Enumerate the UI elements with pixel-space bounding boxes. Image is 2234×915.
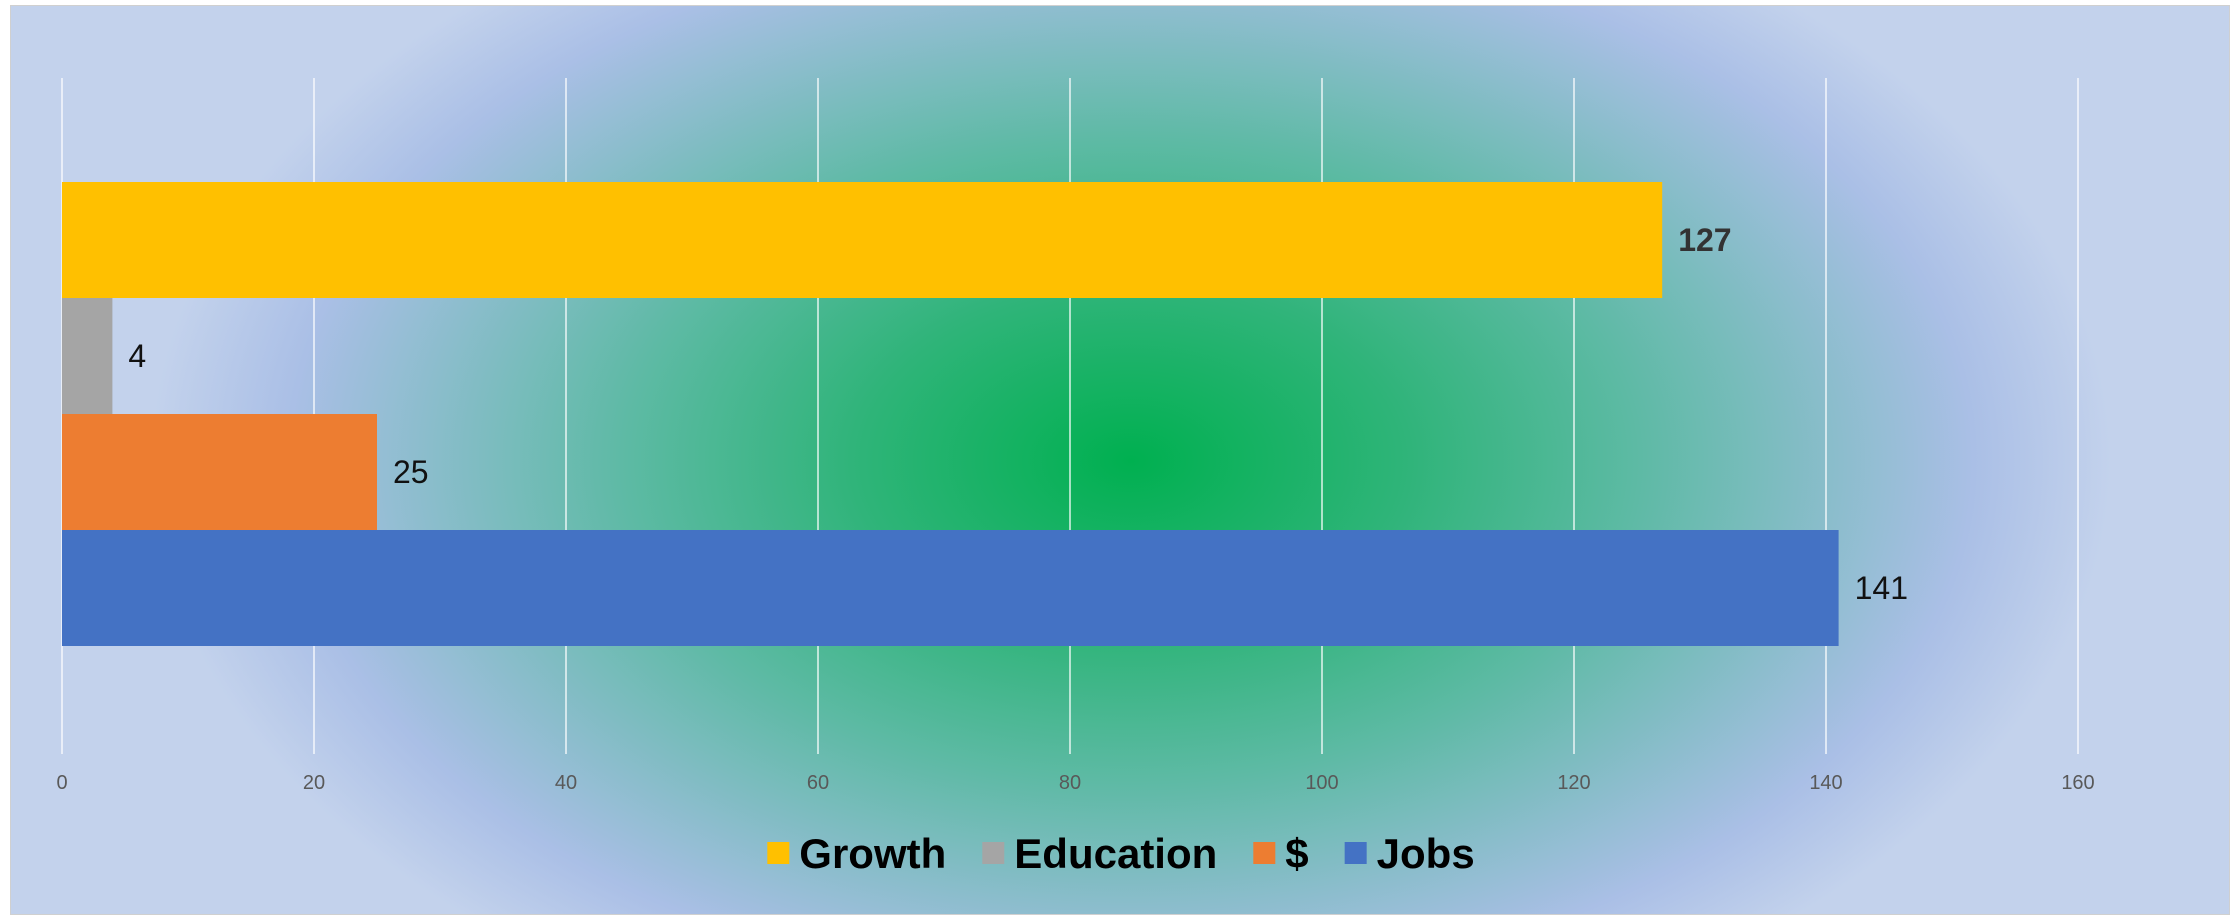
bar-chart: 127 4 25 141 0 20 40 60 80 100 120 140 160 Growth Ed…: [56, 78, 2095, 877]
data-label-jobs: 141: [1855, 570, 1908, 606]
bar-dollar: [62, 414, 377, 530]
legend-label-growth: Growth: [799, 830, 946, 877]
legend-label-dollar: $: [1285, 830, 1308, 877]
data-label-dollar: 25: [393, 454, 429, 490]
bars: [62, 182, 1839, 646]
bar-jobs: [62, 530, 1839, 646]
x-tick-label: 160: [2061, 772, 2094, 794]
legend: Growth Education $ Jobs: [767, 830, 1475, 877]
x-tick-label: 60: [807, 772, 829, 794]
legend-label-jobs: Jobs: [1377, 830, 1475, 877]
legend-label-education: Education: [1014, 830, 1217, 877]
legend-swatch-jobs: [1344, 842, 1367, 864]
data-labels: 127 4 25 141: [128, 222, 1908, 606]
x-tick-label: 20: [303, 772, 325, 794]
x-tick-label: 40: [555, 772, 577, 794]
x-axis-ticks: 0 20 40 60 80 100 120 140 160: [56, 772, 2094, 794]
x-tick-label: 0: [56, 772, 67, 794]
x-tick-label: 100: [1305, 772, 1338, 794]
legend-swatch-growth: [767, 842, 790, 864]
bar-growth: [62, 182, 1663, 298]
legend-swatch-dollar: [1253, 842, 1276, 864]
data-label-growth: 127: [1678, 222, 1731, 258]
data-label-education: 4: [128, 338, 146, 374]
x-tick-label: 120: [1557, 772, 1590, 794]
bar-education: [62, 298, 113, 414]
x-tick-label: 80: [1059, 772, 1081, 794]
x-tick-label: 140: [1809, 772, 1842, 794]
legend-swatch-education: [982, 842, 1005, 864]
chart-area: 127 4 25 141 0 20 40 60 80 100 120 140 160 Growth Ed…: [10, 5, 2230, 915]
